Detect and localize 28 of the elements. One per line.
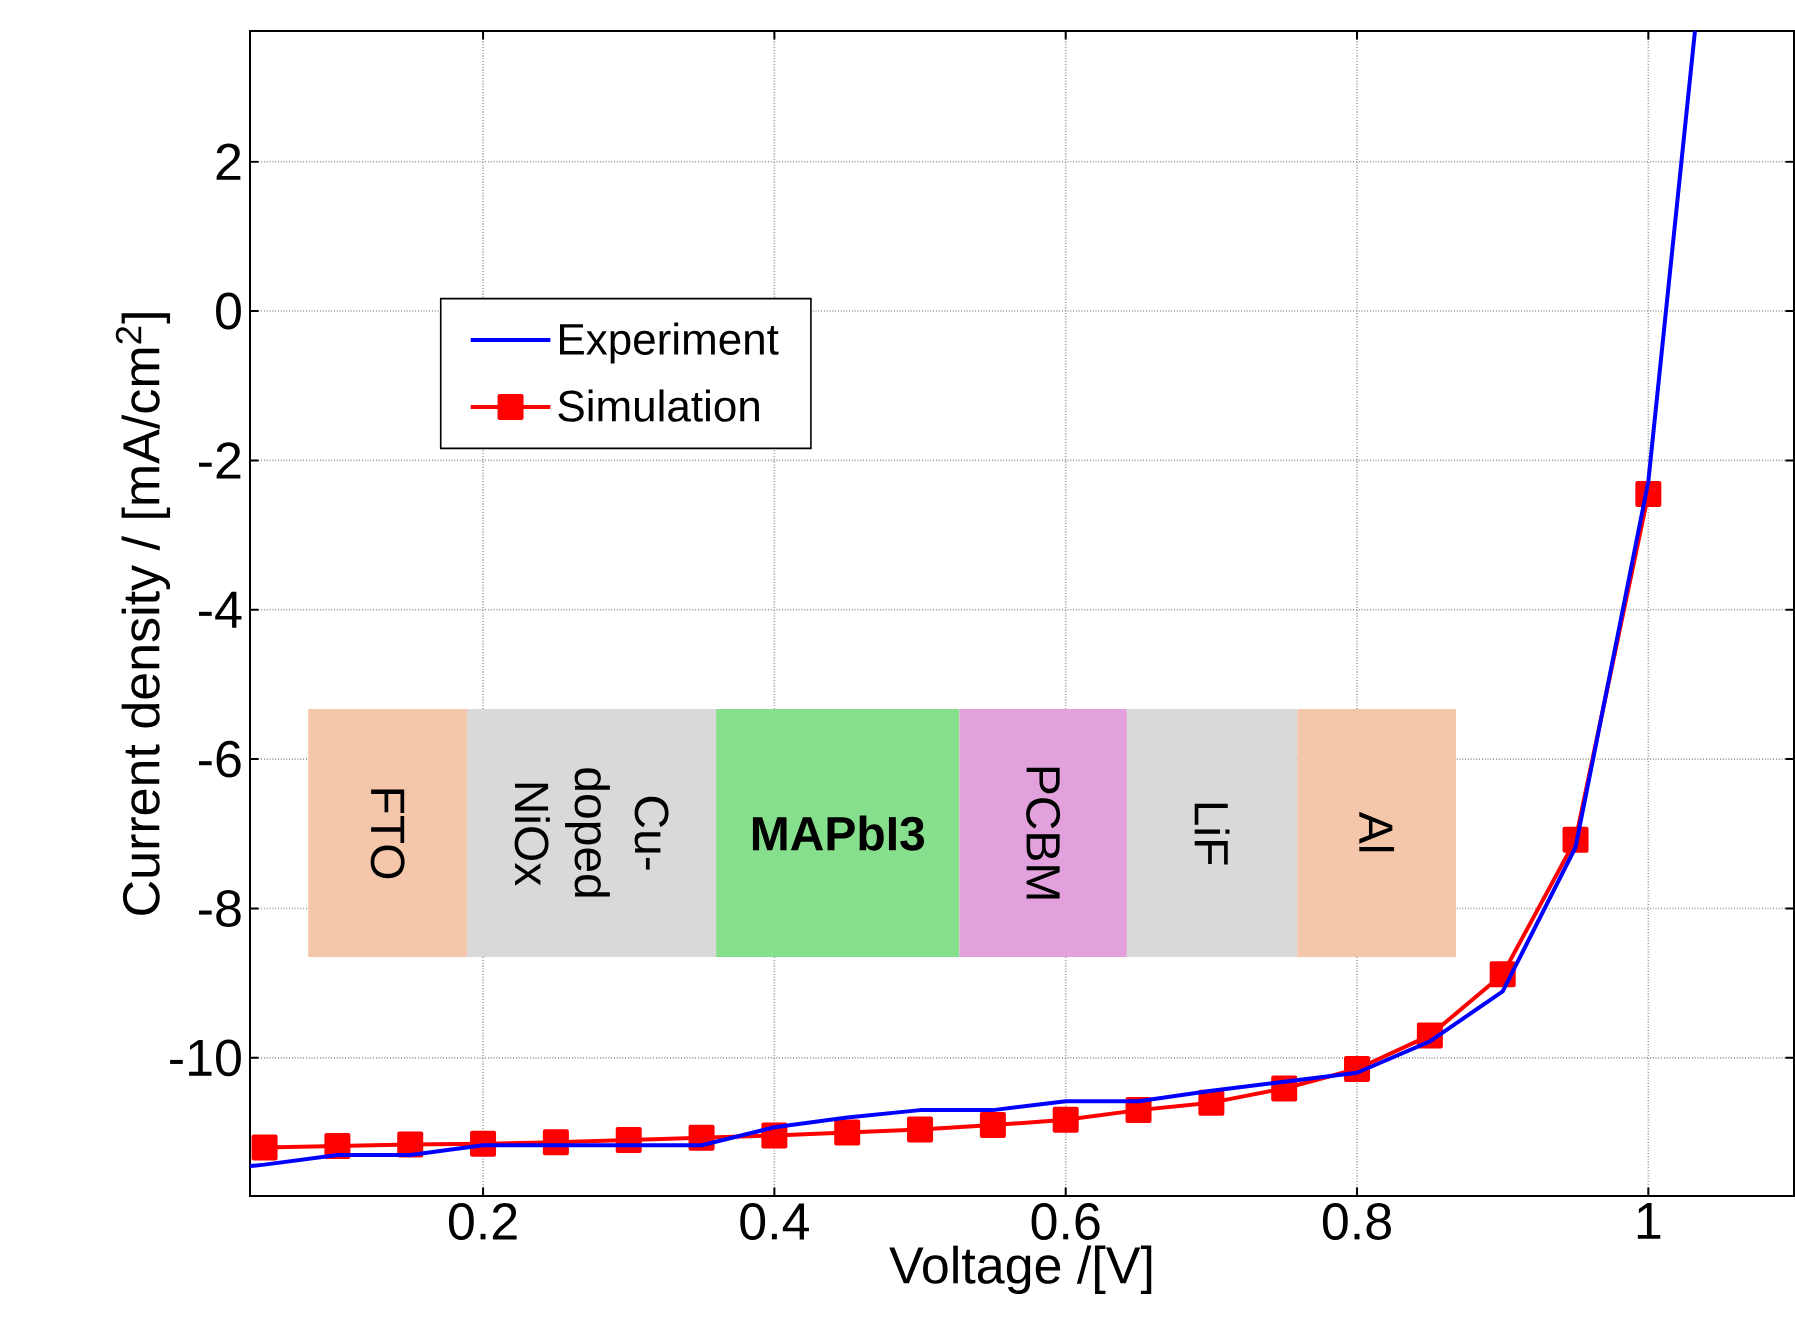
y-tick-label: -6 (199, 740, 241, 778)
y-tick-label: -10 (170, 1039, 241, 1077)
y-axis-title: Current density / [mA/cm$^{2}$] (115, 313, 171, 915)
x-tick-label: 0.2 (448, 1203, 517, 1240)
point (1052, 1106, 1079, 1133)
x-tick-label: 0.6 (1031, 1203, 1100, 1240)
legend-label: Simulation (558, 389, 759, 422)
x-axis-title: Voltage /[V] (889, 1245, 1152, 1295)
y-tick-label: 2 (216, 143, 241, 180)
y-tick-label: -4 (199, 591, 242, 628)
y-tick-label: -8 (199, 890, 241, 927)
x-tick-label: 0.8 (1322, 1203, 1391, 1240)
x-tick-label: 1 (1637, 1203, 1661, 1239)
y-tick-label: 0 (216, 292, 241, 330)
annotation: PCBM (1026, 767, 1061, 899)
point (907, 1116, 934, 1143)
x-tick-label: 0.4 (740, 1203, 810, 1240)
point (1198, 1089, 1225, 1116)
point (834, 1119, 861, 1146)
annotation: Cu-doped NiOx (514, 768, 669, 897)
point (979, 1112, 1006, 1139)
annotation: FTO (370, 789, 405, 879)
point (251, 1134, 278, 1161)
y-tick-label: -2 (199, 442, 241, 479)
annotation: LiF (1194, 803, 1230, 865)
annotation: Al (1359, 811, 1395, 852)
legend-label: Experiment (559, 322, 779, 364)
annotation: MAPbI3 (752, 815, 925, 851)
